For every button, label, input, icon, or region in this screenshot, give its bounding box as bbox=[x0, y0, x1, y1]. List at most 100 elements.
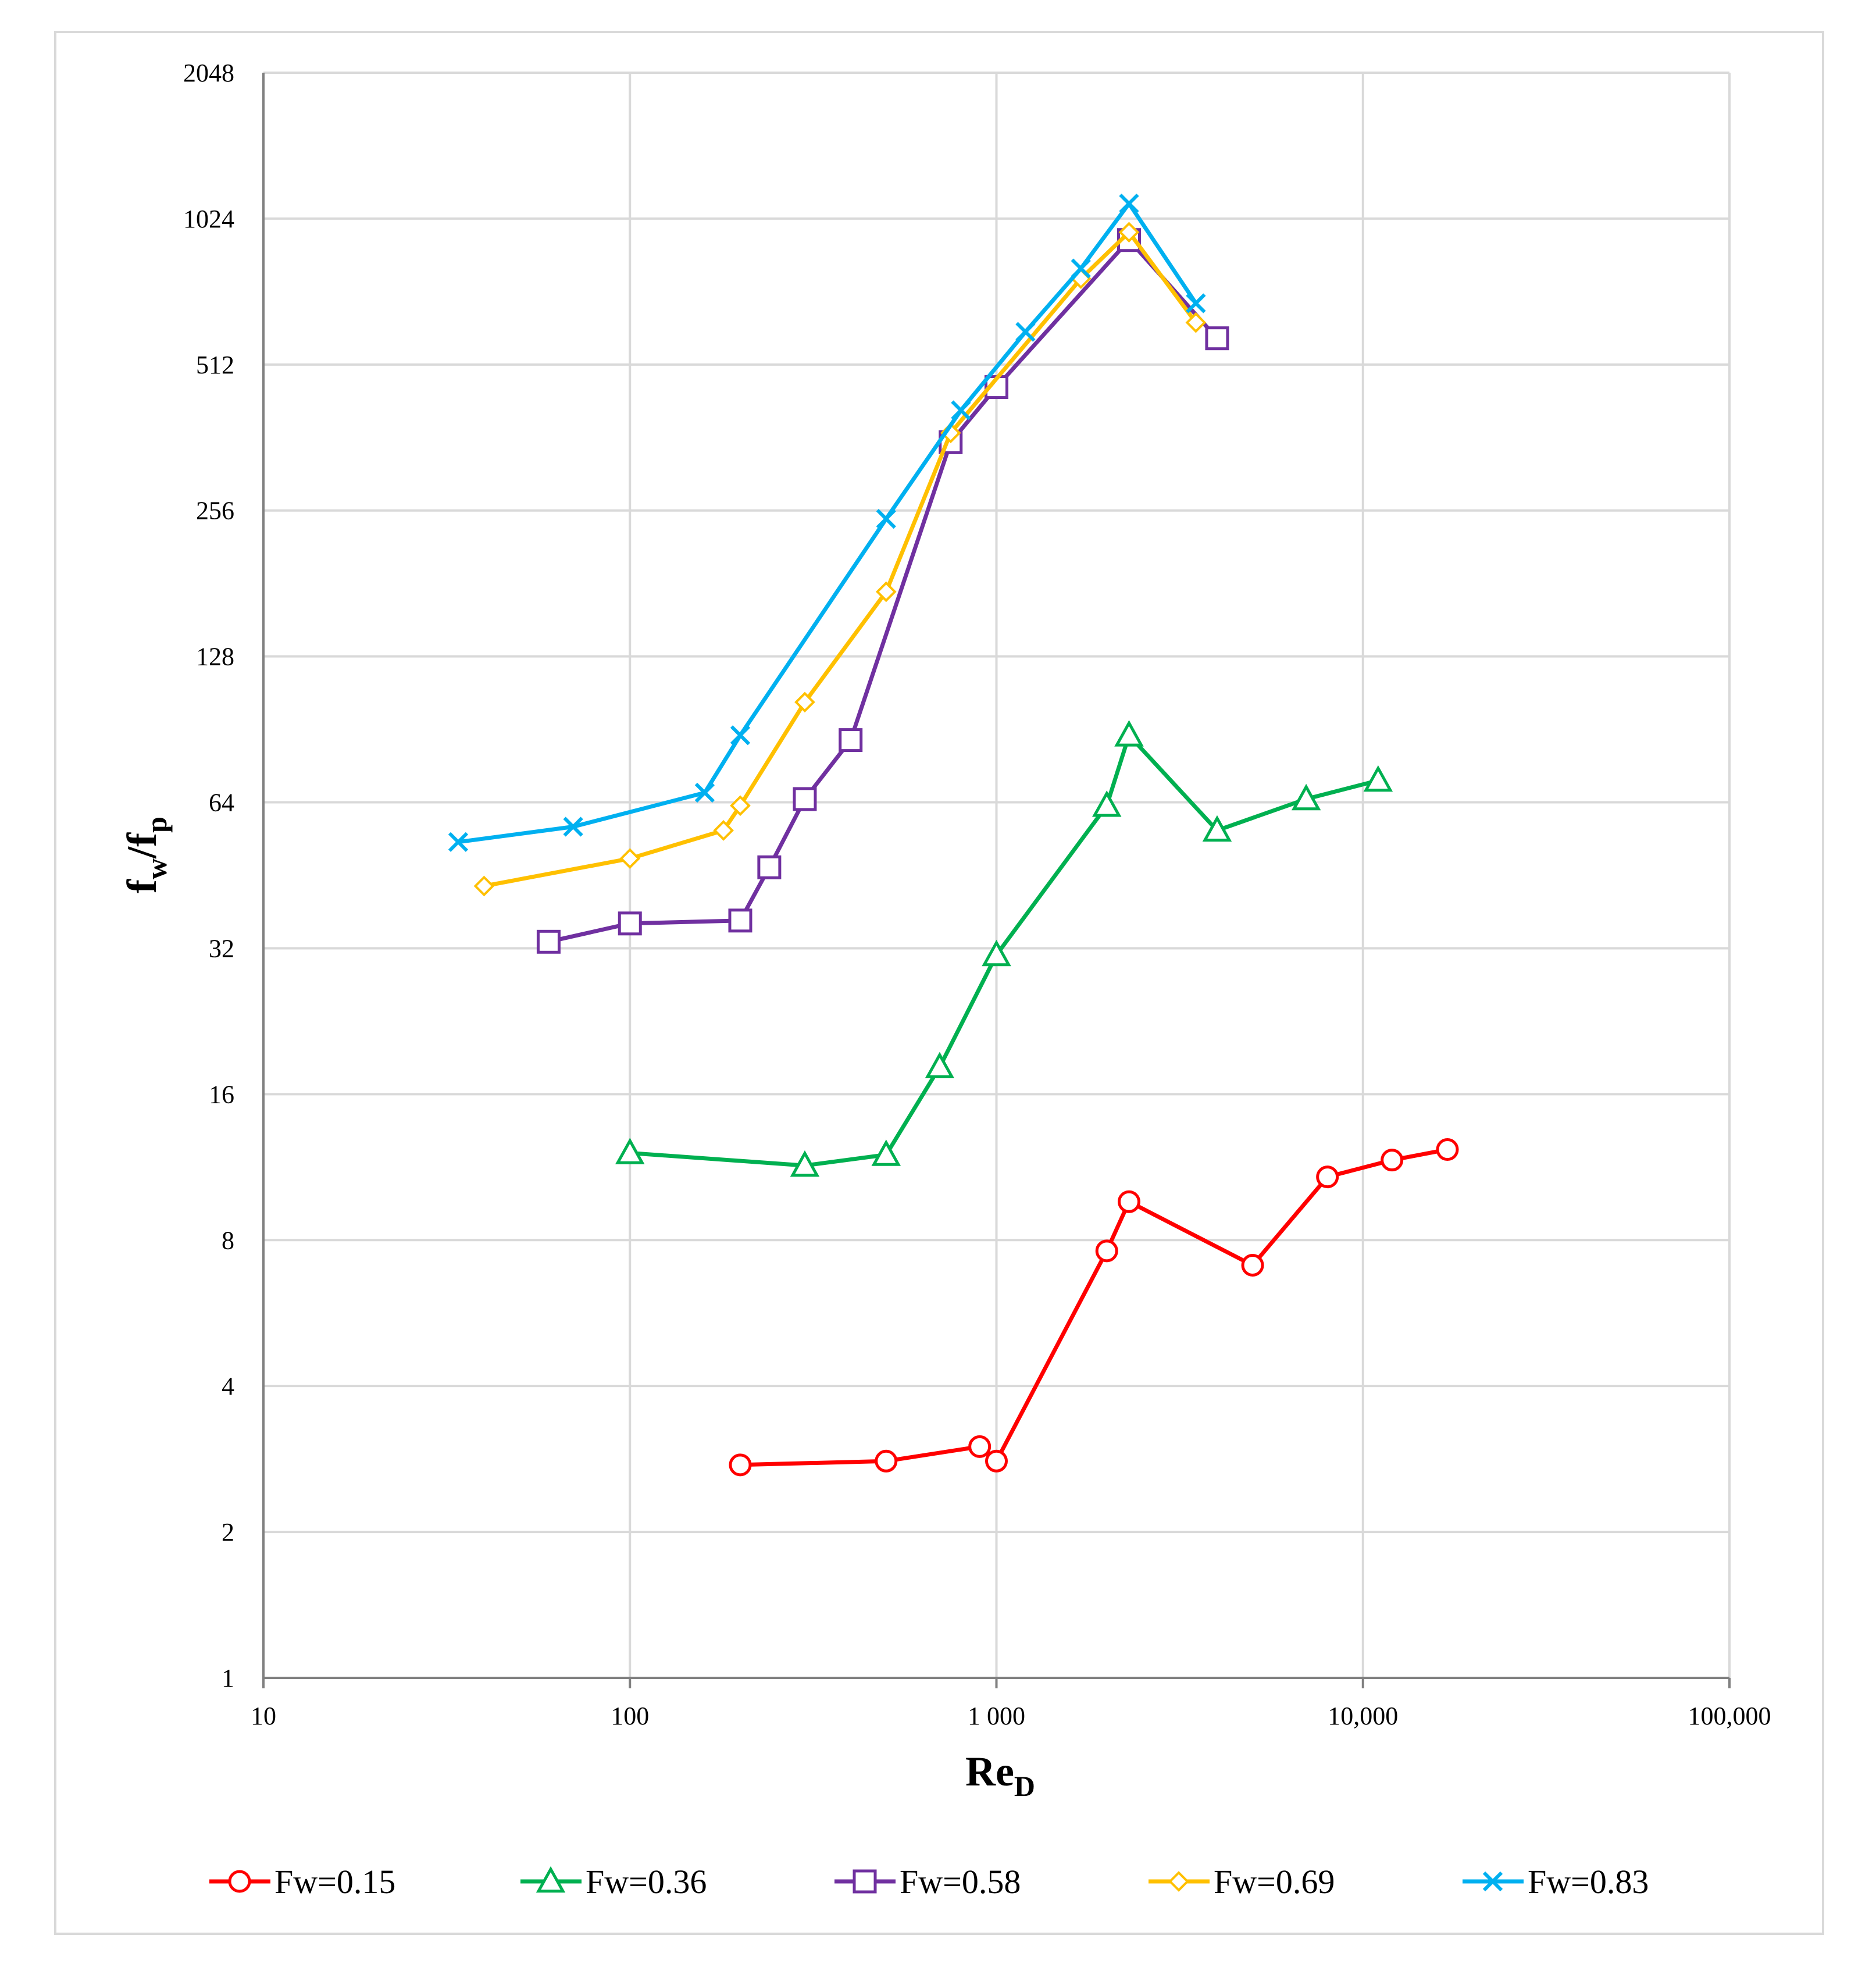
legend-label: Fw=0.83 bbox=[1528, 1863, 1649, 1901]
legend-label: Fw=0.69 bbox=[1214, 1863, 1335, 1901]
data-point bbox=[1186, 293, 1206, 313]
data-point bbox=[1316, 1165, 1339, 1189]
data-point bbox=[1436, 1138, 1459, 1161]
axes bbox=[262, 73, 1731, 1688]
x-tick-label: 1 000 bbox=[968, 1702, 1025, 1730]
y-axis-title-slash-f: /f bbox=[119, 832, 165, 859]
data-point bbox=[1092, 790, 1122, 817]
y-axis-title: fw/fp bbox=[119, 817, 173, 893]
legend: Fw=0.15 Fw=0.36 Fw=0.58 Fw=0.69 Fw=0.83 bbox=[209, 1863, 1649, 1901]
legend-marker bbox=[228, 1870, 251, 1893]
x-tick-label: 100 bbox=[611, 1702, 649, 1730]
y-tick-label: 64 bbox=[209, 789, 234, 817]
data-point bbox=[1071, 258, 1091, 279]
data-point bbox=[875, 1449, 898, 1473]
y-tick-label: 4 bbox=[222, 1372, 234, 1400]
data-point bbox=[448, 832, 469, 852]
data-point bbox=[757, 855, 782, 879]
data-point bbox=[839, 728, 863, 753]
legend-marker bbox=[1482, 1871, 1503, 1892]
y-tick-label: 1 bbox=[222, 1664, 234, 1692]
data-point bbox=[1363, 765, 1393, 792]
y-tick-labels: 1 2 4 8 16 32 64 128 256 512 1024 2048 bbox=[183, 59, 234, 1692]
x-tick-label: 100,000 bbox=[1688, 1702, 1771, 1730]
data-point bbox=[713, 820, 734, 841]
series-line bbox=[458, 201, 1198, 844]
y-axis-title-subscript-w: w bbox=[140, 858, 173, 879]
legend-item: Fw=0.83 bbox=[1463, 1863, 1649, 1901]
data-point bbox=[1117, 1190, 1140, 1213]
data-point bbox=[728, 908, 752, 933]
data-point bbox=[730, 795, 751, 817]
data-point bbox=[1095, 1239, 1118, 1263]
series-group bbox=[448, 193, 1459, 1477]
data-point bbox=[729, 1453, 752, 1477]
legend-marker bbox=[1168, 1871, 1189, 1892]
series-line bbox=[483, 230, 1198, 888]
x-tick-labels: 10 100 1 000 10,000 100,000 bbox=[251, 1702, 1771, 1730]
legend-item: Fw=0.15 bbox=[209, 1863, 395, 1901]
data-point bbox=[615, 1138, 645, 1164]
series-fw-0-83 bbox=[448, 193, 1206, 852]
chart-frame bbox=[54, 31, 1824, 1935]
legend-label: Fw=0.58 bbox=[900, 1863, 1021, 1901]
data-point bbox=[794, 692, 815, 713]
legend-item: Fw=0.58 bbox=[834, 1863, 1021, 1901]
y-tick-label: 32 bbox=[209, 934, 234, 963]
data-point bbox=[875, 581, 897, 603]
legend-item: Fw=0.36 bbox=[520, 1863, 707, 1901]
legend-label: Fw=0.15 bbox=[274, 1863, 395, 1901]
series-line bbox=[740, 1147, 1448, 1467]
data-point bbox=[876, 509, 896, 529]
y-tick-label: 2048 bbox=[183, 59, 234, 87]
data-point bbox=[925, 1051, 955, 1079]
y-tick-label: 16 bbox=[209, 1080, 234, 1108]
data-point bbox=[694, 782, 715, 803]
x-tick-label: 10,000 bbox=[1328, 1702, 1398, 1730]
y-tick-label: 8 bbox=[222, 1226, 234, 1254]
series-line bbox=[548, 238, 1219, 944]
data-point bbox=[968, 1435, 992, 1458]
x-axis-title: ReD bbox=[965, 1748, 1035, 1802]
data-point bbox=[985, 1449, 1008, 1473]
series-fw-0-36 bbox=[615, 720, 1393, 1177]
data-point bbox=[563, 817, 583, 837]
y-tick-label: 1024 bbox=[183, 205, 234, 233]
legend-label: Fw=0.36 bbox=[586, 1863, 707, 1901]
data-point bbox=[1241, 1253, 1264, 1277]
y-axis-title-subscript-p: p bbox=[140, 817, 173, 833]
data-point bbox=[793, 787, 817, 811]
x-axis-title-subscript: D bbox=[1014, 1770, 1035, 1802]
data-point bbox=[619, 848, 641, 869]
data-point bbox=[730, 725, 751, 746]
series-fw-0-69 bbox=[473, 222, 1207, 897]
data-point bbox=[1015, 322, 1036, 342]
series-line bbox=[630, 733, 1379, 1168]
data-point bbox=[618, 911, 642, 936]
data-point bbox=[1118, 222, 1140, 243]
data-point bbox=[1119, 193, 1139, 214]
series-fw-0-58 bbox=[536, 228, 1229, 954]
series-fw-0-15 bbox=[729, 1138, 1459, 1477]
y-axis-title-f: f bbox=[119, 879, 165, 893]
y-tick-label: 256 bbox=[196, 497, 234, 525]
data-point bbox=[951, 400, 971, 420]
data-point bbox=[982, 939, 1011, 967]
gridlines bbox=[263, 72, 1731, 1678]
y-tick-label: 2 bbox=[222, 1518, 234, 1546]
legend-marker bbox=[853, 1869, 877, 1894]
data-point bbox=[1381, 1149, 1404, 1172]
y-tick-label: 512 bbox=[196, 351, 234, 379]
legend-item: Fw=0.69 bbox=[1149, 1863, 1335, 1901]
data-point bbox=[1291, 783, 1321, 811]
data-point bbox=[1205, 326, 1229, 351]
data-point bbox=[871, 1139, 901, 1166]
data-point bbox=[1202, 815, 1232, 842]
x-tick-label: 10 bbox=[251, 1702, 276, 1730]
data-point bbox=[473, 875, 495, 897]
y-tick-label: 128 bbox=[196, 643, 234, 671]
data-point bbox=[790, 1150, 820, 1177]
legend-marker bbox=[536, 1866, 566, 1893]
data-point bbox=[1114, 720, 1144, 747]
